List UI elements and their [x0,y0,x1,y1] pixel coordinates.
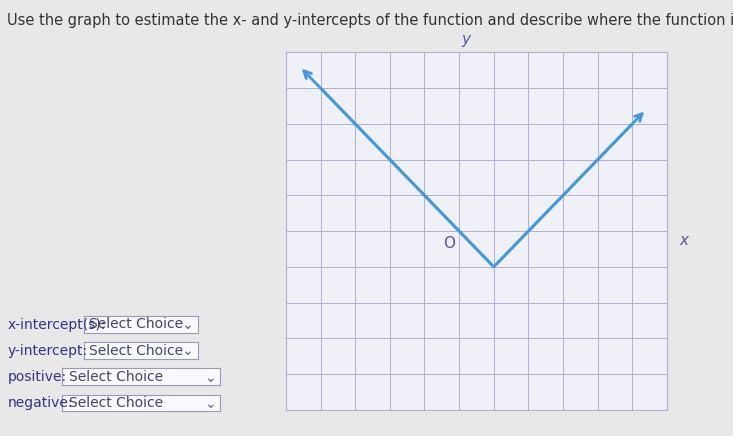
Text: O: O [443,236,454,251]
Text: Use the graph to estimate the x- and y-intercepts of the function and describe w: Use the graph to estimate the x- and y-i… [7,13,733,28]
Text: ⌄: ⌄ [181,318,192,332]
Text: x-intercept(s):: x-intercept(s): [7,318,106,332]
Text: positive:: positive: [7,370,67,384]
Text: negative:: negative: [7,396,73,410]
Text: ⌄: ⌄ [181,344,192,358]
Text: Select Choice: Select Choice [69,396,163,410]
Text: Select Choice: Select Choice [89,344,183,358]
Text: y: y [462,32,471,48]
Text: x: x [679,232,689,248]
Text: Select Choice: Select Choice [89,317,183,331]
Text: y-intercept:: y-intercept: [7,344,87,358]
Text: ⌄: ⌄ [205,397,216,411]
Text: ⌄: ⌄ [205,371,216,385]
Text: Select Choice: Select Choice [69,370,163,384]
